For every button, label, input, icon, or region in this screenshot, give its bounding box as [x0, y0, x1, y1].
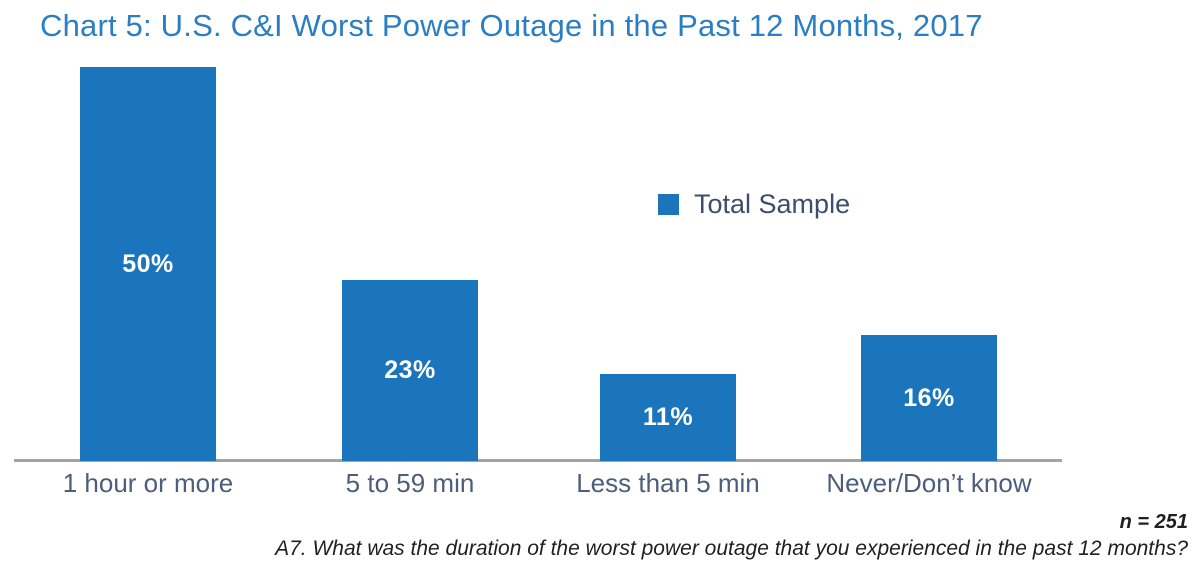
chart-title: Chart 5: U.S. C&I Worst Power Outage in … [40, 8, 983, 43]
bar-value-label: 16% [903, 383, 955, 412]
legend-swatch-icon [658, 194, 679, 215]
bar-less-than-5-min: 11% [600, 374, 736, 461]
bar-value-label: 50% [122, 249, 174, 278]
bar-never-don-t-know: 16% [861, 335, 997, 461]
category-label: Less than 5 min [576, 468, 760, 498]
bar-1-hour-or-more: 50% [80, 67, 216, 461]
legend-label: Total Sample [694, 189, 851, 219]
footnotes: n = 251 A7. What was the duration of the… [275, 511, 1188, 561]
bar-value-label: 23% [384, 356, 436, 384]
bar-5-to-59-min: 23% [342, 280, 478, 461]
sample-size-note: n = 251 [1119, 511, 1188, 533]
legend: Total Sample [658, 189, 850, 220]
x-axis-line [14, 459, 1062, 462]
category-label: Never/Don’t know [826, 468, 1032, 498]
category-label: 5 to 59 min [345, 468, 475, 498]
bar-value-label: 11% [642, 403, 694, 431]
category-label: 1 hour or more [62, 468, 234, 498]
question-note: A7. What was the duration of the worst p… [275, 537, 1188, 560]
